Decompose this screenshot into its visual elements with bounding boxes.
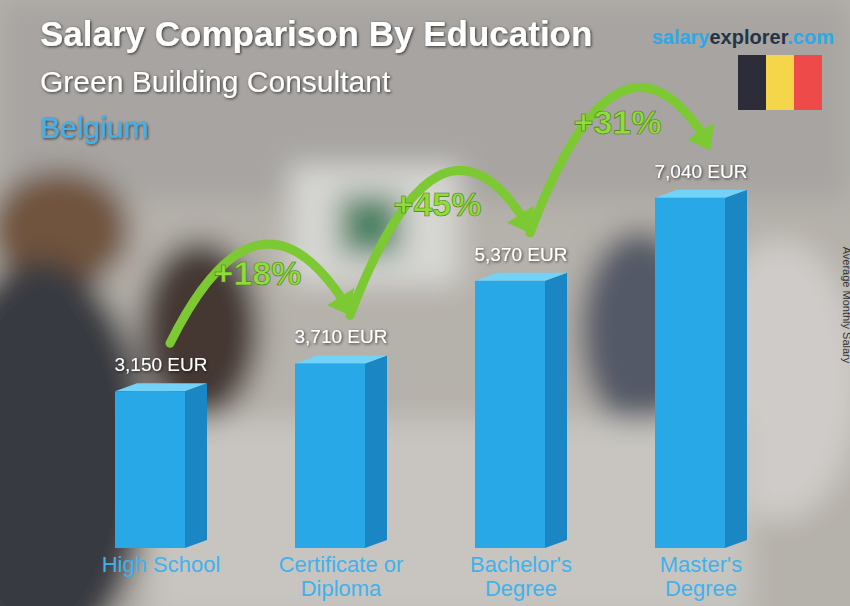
chart-svg: Salary Comparison By Education Green Buil… (0, 0, 850, 606)
bar-top (295, 355, 387, 363)
source: salaryexplorer.com (652, 26, 834, 48)
source-part: salary (652, 26, 711, 48)
source-part: explorer (709, 26, 788, 48)
growth-arrow (350, 170, 525, 315)
bars (115, 190, 747, 548)
category-label: Bachelor'sDegree (470, 552, 572, 601)
value-label: 3,150 EUR (115, 354, 208, 375)
category-line: Degree (485, 576, 557, 601)
title: Salary Comparison By Education (40, 14, 592, 53)
category-line: Master's (660, 552, 742, 577)
chart-root: Salary Comparison By Education Green Buil… (0, 0, 850, 606)
category-line: High School (102, 552, 221, 577)
growth-label: +45% (394, 185, 482, 223)
category-label: High School (102, 552, 221, 577)
subtitle: Green Building Consultant (40, 65, 391, 98)
bar (115, 391, 185, 548)
bar (295, 363, 365, 548)
growth-label: +18% (214, 254, 302, 292)
growth-arrow (530, 87, 705, 232)
bar (655, 198, 725, 548)
flag-black (738, 55, 766, 110)
bg-base (0, 0, 850, 606)
bar-side (365, 355, 387, 548)
value-label: 5,370 EUR (475, 244, 568, 265)
category-label: Certificate orDiploma (279, 552, 404, 601)
bar (475, 281, 545, 548)
category-line: Degree (665, 576, 737, 601)
region: Belgium (40, 111, 148, 144)
bar-top (475, 273, 567, 281)
value-label: 3,710 EUR (295, 326, 388, 347)
bar-top (655, 190, 747, 198)
growth-arrow-head (687, 122, 714, 150)
bar-side (725, 190, 747, 548)
y-label: Average Monthly Salary (841, 247, 850, 364)
bar-top (115, 383, 207, 391)
growth-arrow (170, 244, 345, 343)
bar-side (185, 383, 207, 548)
category-label: Master'sDegree (660, 552, 742, 601)
category-line: Certificate or (279, 552, 404, 577)
category-line: Diploma (301, 576, 382, 601)
flag-yellow (766, 55, 794, 110)
growth-label: +31% (574, 103, 662, 141)
source-part: .com (787, 26, 834, 48)
background (0, 0, 850, 606)
value-label: 7,040 EUR (655, 161, 748, 182)
bar-side (545, 273, 567, 548)
category-line: Bachelor's (470, 552, 572, 577)
flag-red (794, 55, 822, 110)
bg-tint (0, 0, 850, 606)
